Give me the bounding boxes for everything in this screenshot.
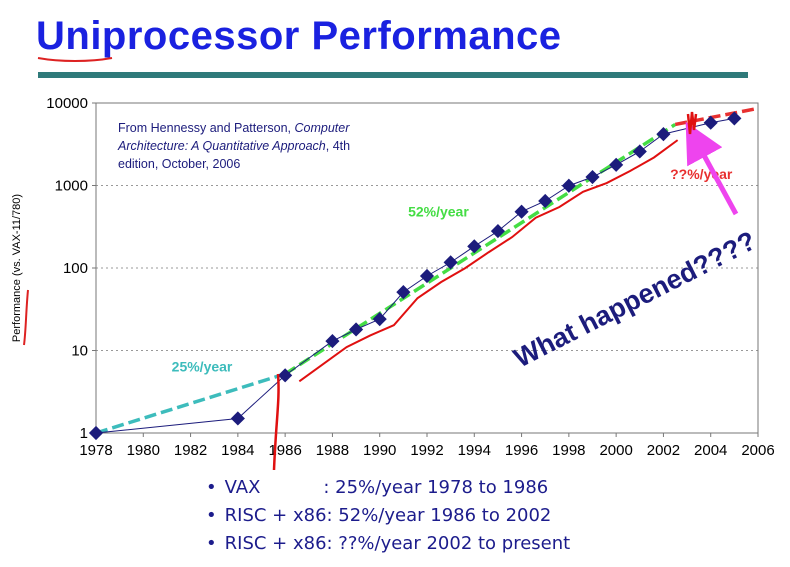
bullet-vax: VAX : 25%/year 1978 to 1986 <box>206 474 570 502</box>
y-axis: 1 10 100 1000 10000 <box>46 95 96 442</box>
data-point <box>443 255 458 270</box>
x-tick-label: 2004 <box>694 442 727 459</box>
trend-label: ??%/year <box>670 166 733 182</box>
x-tick-label: 2002 <box>647 442 680 459</box>
source-note-line1: From Hennessy and Patterson, Computer <box>118 121 350 135</box>
data-point <box>396 285 411 300</box>
bullet-list: VAX : 25%/year 1978 to 1986 RISC + x86: … <box>206 474 571 558</box>
source-note-line2: Architecture: A Quantitative Approach, 4… <box>117 139 350 153</box>
y-axis-label: Performance (vs. VAX-11/780) <box>11 194 23 342</box>
x-tick-label: 1986 <box>268 442 301 459</box>
year-2003-scribble <box>686 111 698 135</box>
x-tick-label: 1992 <box>410 442 443 459</box>
data-point <box>349 322 364 337</box>
x-tick-label: 2000 <box>599 442 632 459</box>
trend-label: 25%/year <box>172 358 233 374</box>
data-point <box>325 334 340 349</box>
bullet-risc-2002: RISC + x86: ??%/year 2002 to present <box>206 530 571 558</box>
data-point <box>278 368 293 383</box>
data-point <box>230 411 245 426</box>
y-tick-label: 1 <box>80 425 88 442</box>
x-tick-label: 1994 <box>458 442 491 459</box>
data-point <box>538 193 553 209</box>
x-tick-label: 1990 <box>363 442 396 459</box>
x-tick-label: 1988 <box>316 442 349 459</box>
data-point <box>372 312 387 327</box>
y-tick-label: 10000 <box>46 95 88 112</box>
slide-title: Uniprocessor Performance <box>36 14 562 58</box>
ylabel-scribble <box>23 289 29 346</box>
trend-line <box>95 372 286 435</box>
x-tick-label: 1978 <box>79 442 112 459</box>
performance-chart: 1978 1980 1982 1984 1986 1988 1990 1992 1994 1996… <box>11 57 775 470</box>
x-axis: 1978 1980 1982 1984 1986 1988 1990 1992 1994 1996… <box>79 433 775 459</box>
title-scribble <box>37 57 113 62</box>
y-tick-label: 100 <box>63 260 88 277</box>
data-point <box>467 239 482 254</box>
x-tick-label: 1984 <box>221 442 254 459</box>
bullet-risc-1986: RISC + x86: 52%/year 1986 to 2002 <box>206 502 570 530</box>
trend-line <box>674 106 759 127</box>
data-point <box>419 268 435 284</box>
data-point <box>609 157 624 172</box>
data-point <box>656 127 671 142</box>
data-point <box>561 178 576 193</box>
x-tick-label: 2006 <box>741 442 774 459</box>
annotation-arrow <box>685 121 739 216</box>
y-tick-label: 1000 <box>55 178 88 195</box>
trend-label: 52%/year <box>408 204 469 220</box>
x-tick-label: 1982 <box>174 442 207 459</box>
source-note-line3: edition, October, 2006 <box>118 157 240 171</box>
handdrawn-red-trace <box>298 139 679 383</box>
data-series <box>88 111 742 441</box>
data-point <box>490 224 505 239</box>
x-tick-label: 1998 <box>552 442 585 459</box>
year-1986-scribble <box>272 373 280 470</box>
data-point <box>585 169 600 185</box>
gridlines <box>96 185 758 351</box>
what-happened-annotation: What happened???? <box>509 225 760 373</box>
title-underline-bar <box>38 72 748 78</box>
x-tick-label: 1980 <box>127 442 160 459</box>
data-point <box>727 111 742 126</box>
y-tick-label: 10 <box>71 343 88 360</box>
data-point <box>514 204 529 219</box>
trend-labels: 25%/year 52%/year ??%/year <box>172 166 733 374</box>
x-tick-label: 1996 <box>505 442 538 459</box>
data-point <box>88 425 104 441</box>
data-point <box>632 144 647 159</box>
